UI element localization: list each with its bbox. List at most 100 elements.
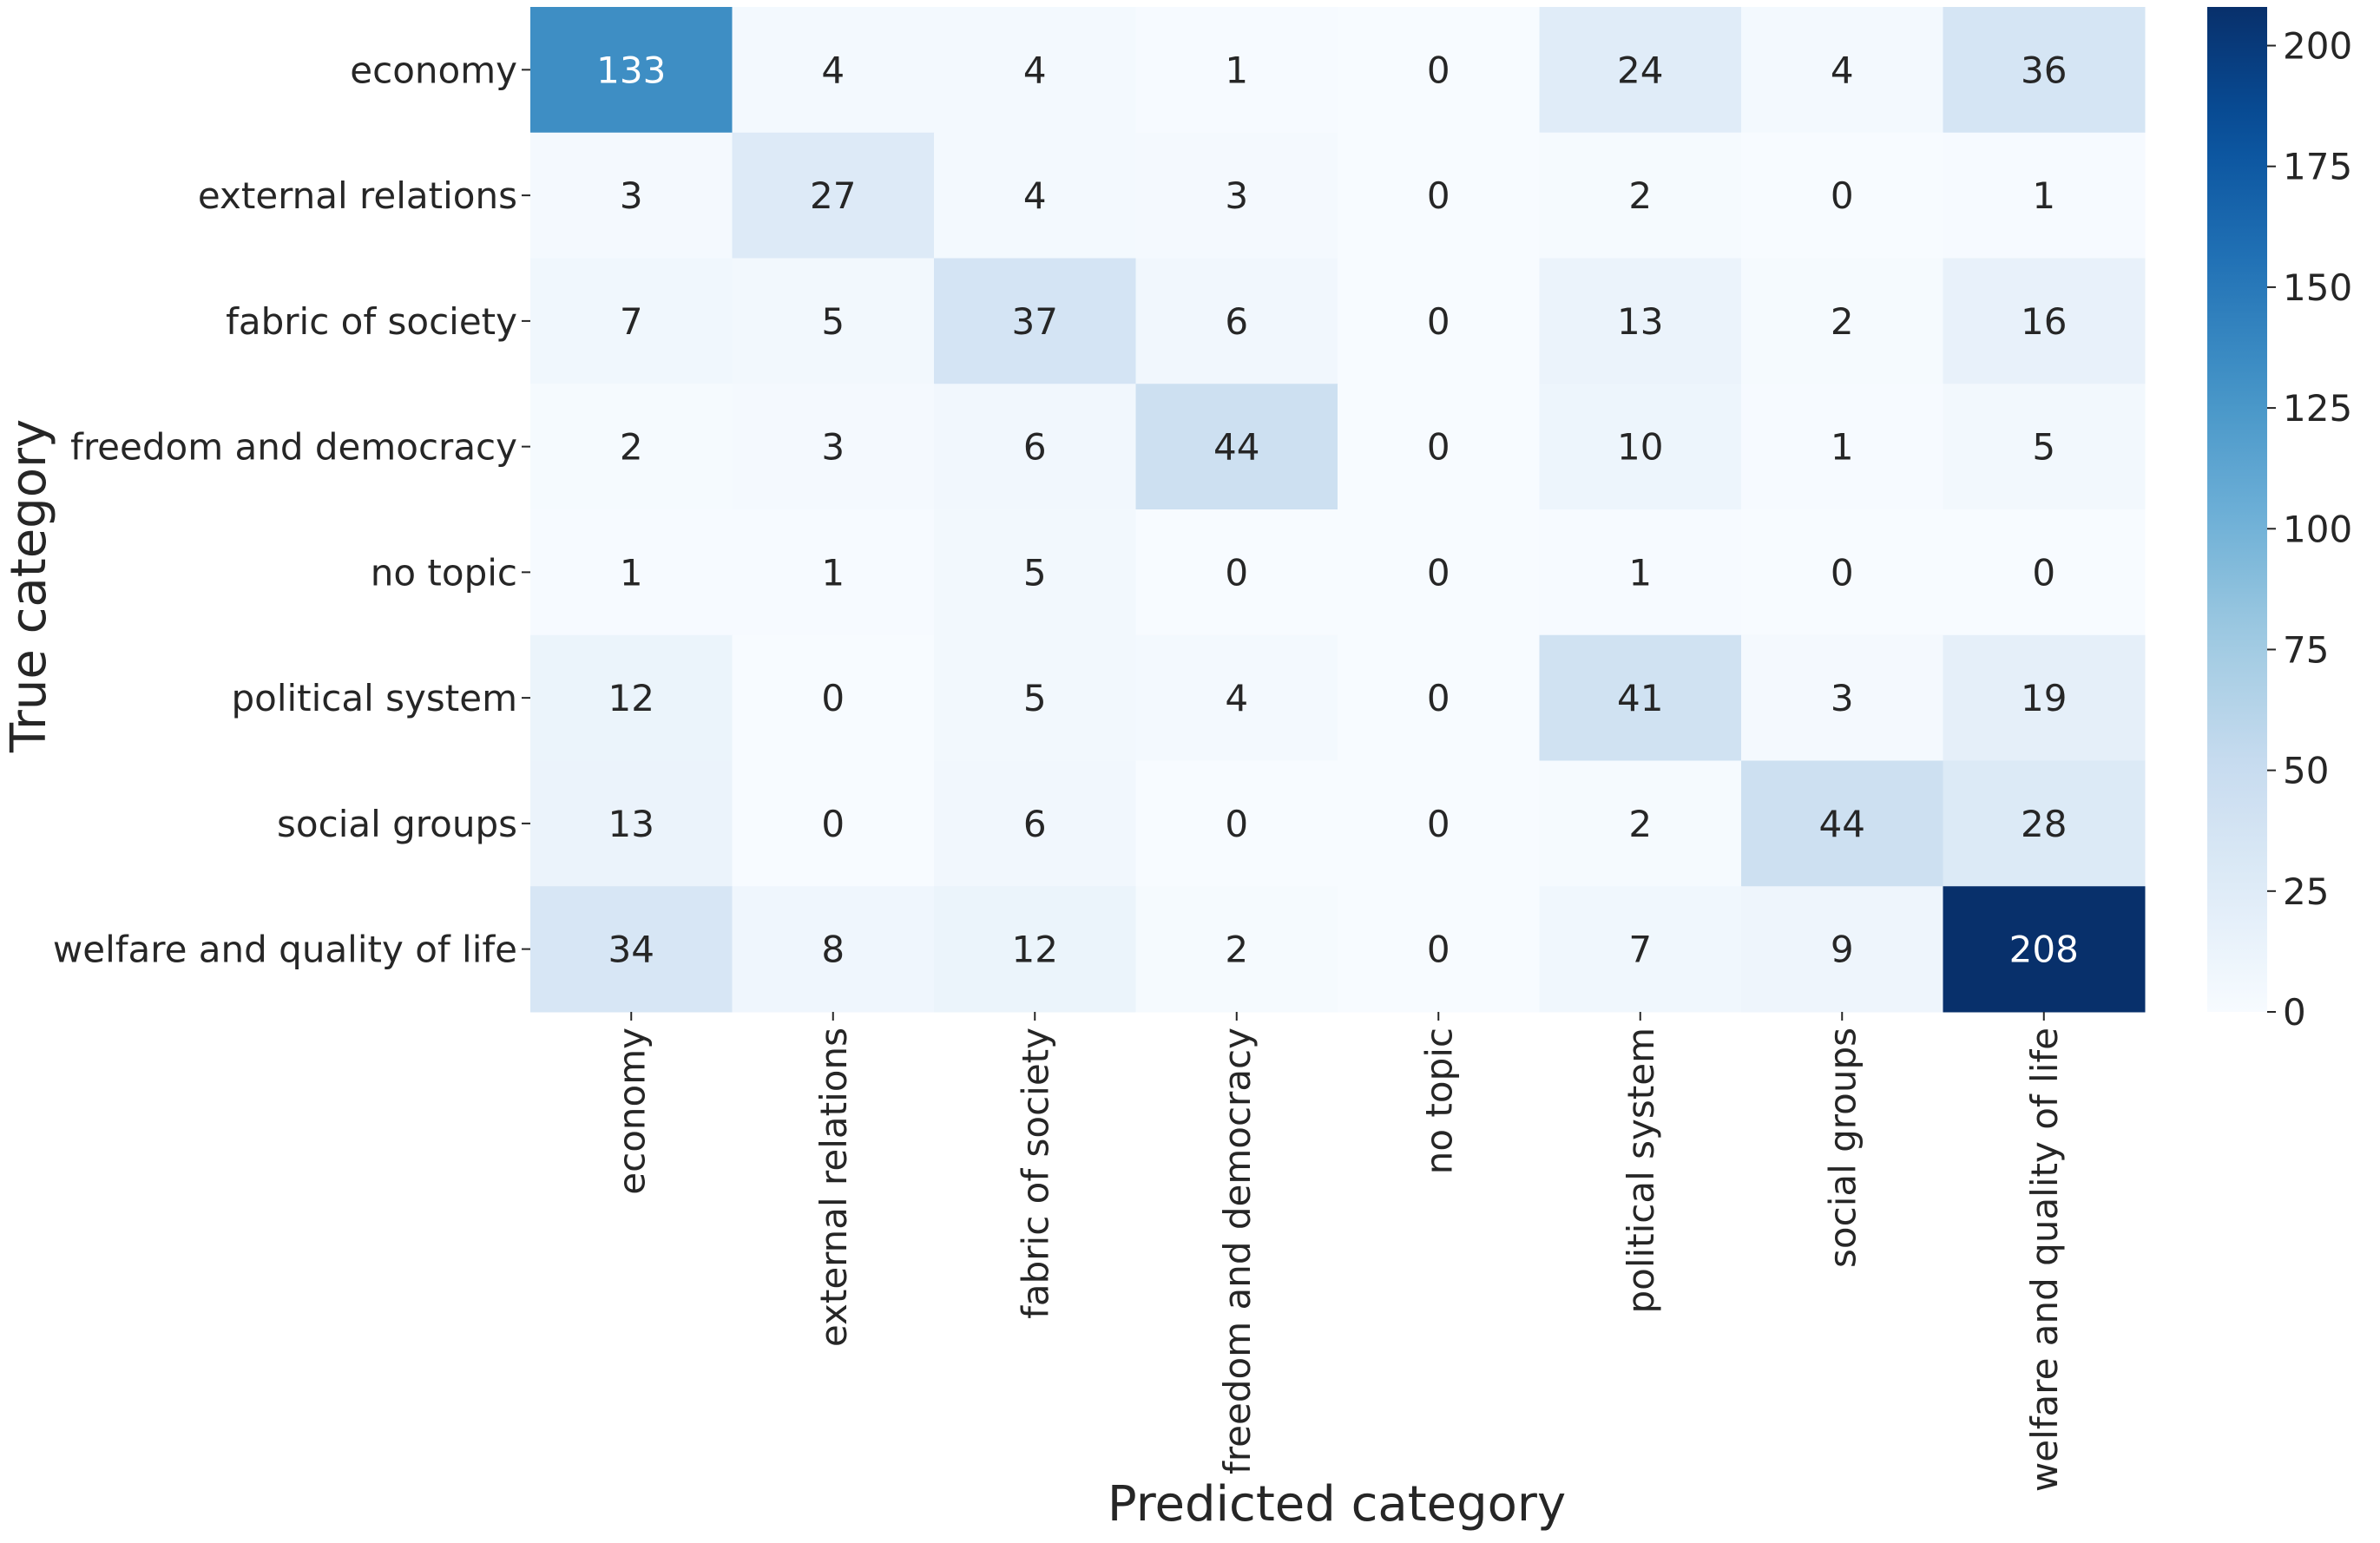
heatmap-cell [1943, 132, 2146, 259]
heatmap-cell [1135, 760, 1338, 887]
cell-value: 6 [1023, 803, 1047, 845]
heatmap-cell [530, 886, 733, 1013]
cell-value: 0 [1427, 551, 1450, 594]
cell-value: 6 [1225, 300, 1248, 343]
cell-value: 34 [608, 929, 654, 971]
cell-value: 0 [1427, 300, 1450, 343]
colorbar-tick-label: 125 [2283, 387, 2352, 430]
heatmap-cell [1539, 384, 1742, 510]
y-tick-label: social groups [277, 803, 517, 845]
heatmap-cell [1943, 760, 2146, 887]
cell-value: 44 [1819, 803, 1865, 845]
cell-value: 4 [821, 49, 845, 91]
heatmap-cell [1539, 258, 1742, 384]
cell-value: 2 [620, 426, 643, 469]
colorbar: 0 25 50 75 100 125 150 175 200 [2207, 7, 2352, 1034]
heatmap-cell [934, 509, 1136, 636]
heatmap-cell [1338, 7, 1540, 134]
heatmap-cell [732, 760, 935, 887]
x-tick-label: fabric of society [1014, 1028, 1056, 1319]
colorbar-tick-label: 175 [2283, 146, 2352, 188]
heatmap-cell [1135, 509, 1338, 636]
cell-value: 37 [1012, 300, 1058, 343]
cell-value: 2 [1628, 803, 1652, 845]
heatmap-cell [1338, 132, 1540, 259]
x-tick-label: no topic [1417, 1028, 1460, 1174]
cell-value: 0 [1427, 677, 1450, 719]
cell-value: 0 [2032, 551, 2055, 594]
heatmap-cell [1943, 384, 2146, 510]
heatmap-cell [530, 509, 733, 636]
y-tick-label: fabric of society [226, 300, 517, 343]
colorbar-tick-label: 50 [2283, 750, 2329, 792]
y-tick-label: welfare and quality of life [53, 929, 517, 971]
heatmap-cell [1741, 509, 1943, 636]
colorbar-tick-label: 0 [2283, 991, 2306, 1034]
y-tick-label: external relations [198, 174, 517, 217]
heatmap-cell [1338, 886, 1540, 1013]
cell-value: 19 [2021, 677, 2067, 719]
heatmap-cell [1943, 258, 2146, 384]
cell-value: 2 [1225, 929, 1248, 971]
cell-value: 7 [1628, 929, 1652, 971]
heatmap-cell [530, 634, 733, 761]
cell-value: 2 [1628, 174, 1652, 217]
x-tick-label: political system [1620, 1028, 1662, 1314]
y-tick-label: no topic [371, 551, 517, 594]
heatmap-cell [732, 384, 935, 510]
heatmap-cell [1741, 384, 1943, 510]
heatmap-cell [1539, 760, 1742, 887]
cell-value: 6 [1023, 426, 1047, 469]
x-tick-label: social groups [1821, 1028, 1864, 1268]
cell-value: 7 [620, 300, 643, 343]
y-tick-label: political system [231, 677, 517, 719]
heatmap-cell [1135, 132, 1338, 259]
heatmap-cell [1135, 7, 1338, 134]
cell-value: 5 [1023, 677, 1047, 719]
cell-value: 1 [1225, 49, 1248, 91]
x-axis-label: Predicted category [1108, 1476, 1566, 1533]
cell-value: 0 [1831, 174, 1854, 217]
cell-value: 1 [1831, 426, 1854, 469]
cell-value: 0 [1831, 551, 1854, 594]
heatmap-cell [934, 258, 1136, 384]
cell-value: 41 [1617, 677, 1663, 719]
cell-value: 1 [1628, 551, 1652, 594]
heatmap-cell [1741, 634, 1943, 761]
y-axis-label: True category [1, 419, 57, 753]
cell-value: 16 [2021, 300, 2067, 343]
y-tick-label: freedom and democracy [70, 426, 517, 469]
heatmap-cell [934, 760, 1136, 887]
cell-value: 0 [1427, 426, 1450, 469]
heatmap-cell [1741, 132, 1943, 259]
cell-annotations: 133 4 4 1 0 24 4 363 27 4 3 0 2 0 17 5 37 6 0 13 2 162 3 6 44 0 10… [596, 49, 2079, 970]
cell-value: 3 [620, 174, 643, 217]
cell-value: 5 [2032, 426, 2055, 469]
x-axis-ticks: economy external relations fabric of socie… [610, 1012, 2066, 1492]
heatmap-cell [1338, 634, 1540, 761]
x-tick-label: welfare and quality of life [2023, 1028, 2066, 1492]
heatmap-cell [1741, 258, 1943, 384]
heatmap-cell [732, 7, 935, 134]
heatmap-cell [530, 132, 733, 259]
heatmap-cell [1943, 634, 2146, 761]
heatmap-cell [530, 760, 733, 887]
cell-value: 1 [620, 551, 643, 594]
heatmap-cell [934, 132, 1136, 259]
cell-value: 0 [1427, 803, 1450, 845]
heatmap-cell [732, 509, 935, 636]
heatmap-cell [732, 886, 935, 1013]
heatmap-cell [934, 384, 1136, 510]
heatmap-cell [1135, 634, 1338, 761]
cell-value: 4 [1225, 677, 1248, 719]
y-axis-ticks: economy external relations fabric of socie… [53, 49, 530, 971]
x-tick-label: economy [610, 1028, 653, 1195]
heatmap-cell [1135, 384, 1338, 510]
heatmap-cell [934, 7, 1136, 134]
cell-value: 12 [608, 677, 654, 719]
heatmap-cell [1135, 258, 1338, 384]
heatmap-cell [1943, 7, 2146, 134]
y-tick-label: economy [350, 49, 517, 91]
